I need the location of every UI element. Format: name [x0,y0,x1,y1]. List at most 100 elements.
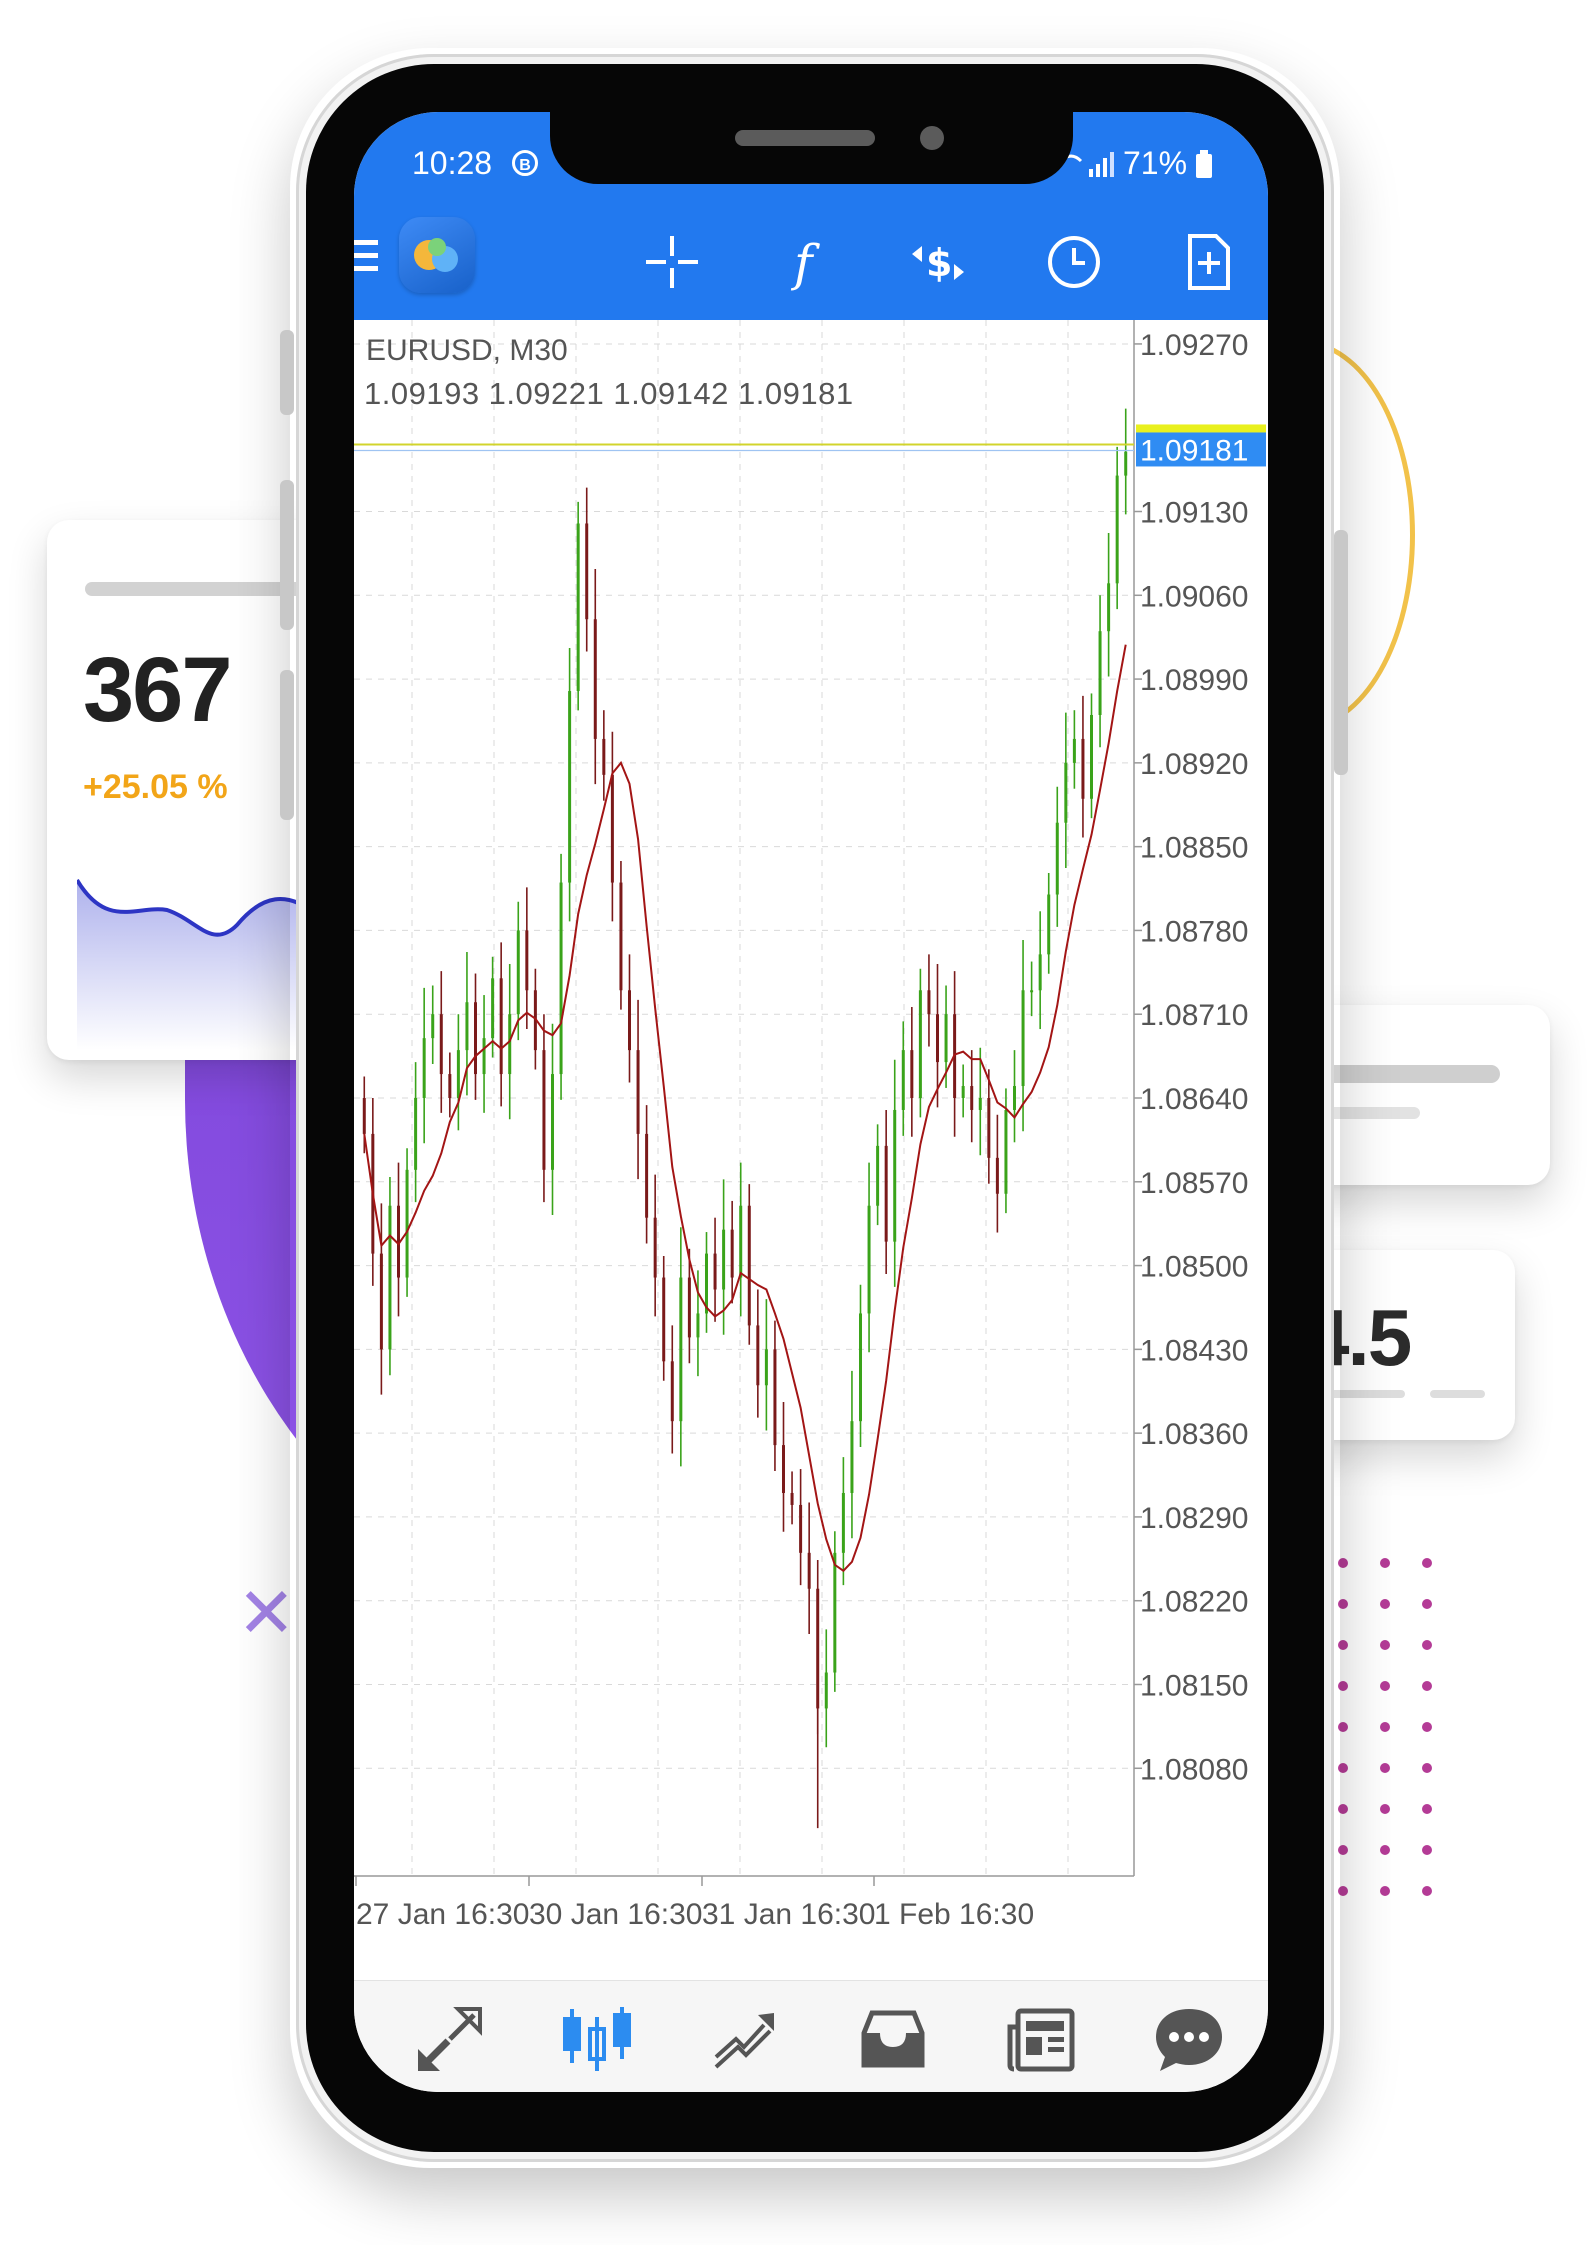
dot-decoration [1338,1804,1348,1814]
stat-card-bar [85,582,325,596]
candle-bear [1081,738,1085,799]
candle-bull [764,1349,768,1386]
status-time: 10:28 [412,145,493,181]
candle-bear [585,523,589,620]
hamburger-menu-icon[interactable] [354,240,378,279]
y-tick-label: 1.08220 [1140,1586,1248,1619]
phone-side-button [280,480,294,630]
candle-bull [901,1050,905,1110]
phone-camera [920,126,944,150]
price-chart[interactable]: 1.09270 1.09130 1.09060 1.08990 1.08920 1.088… [354,320,1268,1980]
svg-text:f: f [790,234,820,292]
candle-bear [670,1361,674,1422]
candle-bull [1004,1109,1008,1194]
candle-bull [1115,475,1119,584]
nav-news-icon[interactable] [1004,2003,1078,2077]
dot-decoration [1380,1640,1390,1650]
stat-card-value: 367 [83,639,232,741]
dot-decoration [1380,1599,1390,1609]
dot-decoration [1422,1886,1432,1896]
dot-decoration [1338,1599,1348,1609]
close-mark-decoration: ✕ [237,1574,296,1652]
phone-notch [550,112,1073,184]
dot-decoration [1422,1681,1432,1691]
candle-bull [1013,1086,1016,1110]
y-tick-label: 1.09130 [1140,497,1248,530]
candle-bull [1090,714,1093,799]
dot-decoration [1338,1681,1348,1691]
candle-bull [679,1277,683,1422]
candle-bull [431,1014,435,1039]
candle-bull [944,1014,948,1063]
dot-decoration [1380,1558,1390,1568]
y-tick-label: 1.08290 [1140,1502,1248,1535]
new-order-icon[interactable] [1178,232,1238,292]
candle-bull [841,1492,845,1553]
y-tick-label: 1.09270 [1140,329,1248,362]
stat-card-change: +25.05 % [83,768,228,806]
rating-card-underline [1430,1390,1485,1398]
candle-bull [1030,990,1034,993]
nav-trade-icon[interactable] [708,2003,782,2077]
candle-bull [739,1205,743,1278]
dot-decoration [1338,1845,1348,1855]
candle-bull [559,882,563,1075]
candle-bear [628,990,631,1051]
info-card-bar [1310,1065,1500,1083]
candle-bull [388,1205,392,1350]
symbols-icon[interactable]: $ [908,232,968,292]
rating-card-underline [1330,1390,1405,1398]
candle-bull [516,930,520,1015]
nav-quotes-icon[interactable] [412,2003,486,2077]
candle-bear [970,1086,974,1110]
candle-bull [422,1038,426,1098]
candle-bear [713,1253,717,1290]
dot-decoration [1422,1558,1432,1568]
y-tick-label: 1.08500 [1140,1251,1248,1284]
candle-bear [782,1445,785,1493]
y-tick-label: 1.08780 [1140,915,1248,948]
dot-decoration [1380,1886,1390,1896]
candle-bear [610,774,614,883]
nav-chat-icon[interactable] [1152,2003,1226,2077]
indicators-icon[interactable]: f [778,232,838,292]
dot-decoration [1338,1763,1348,1773]
sparkline [77,878,347,1050]
candle-bull [876,1145,880,1206]
candle-bull [1124,451,1128,476]
moving-average-line [363,644,1127,1573]
candle-bull [465,1002,469,1051]
candle-bear [910,1050,914,1098]
y-tick-label: 1.08850 [1140,832,1248,865]
dot-decoration [1380,1681,1390,1691]
dot-decoration [1338,1640,1348,1650]
candle-bear [619,882,623,991]
candle-bull [508,1014,512,1075]
nav-history-icon[interactable] [856,2003,930,2077]
price-tag [1136,432,1266,467]
candle-bull [568,691,572,883]
candle-bull [456,1050,460,1098]
crosshair-icon[interactable] [642,232,702,292]
battery-percent: 71% [1123,145,1188,181]
candle-bear [773,1349,777,1446]
candle-bear [687,1277,691,1338]
candle-bull [414,1098,418,1170]
candle-bear [593,619,597,739]
nav-chart-icon[interactable] [560,2003,634,2077]
candle-bull [576,523,580,692]
candle-bear [448,1074,452,1098]
candle-bear [936,1014,939,1063]
battery-icon [1196,149,1213,178]
candle-bull [1064,762,1068,823]
app-logo[interactable] [399,217,475,293]
y-tick-label: 1.08710 [1140,999,1248,1032]
y-tick-label: 1.08990 [1140,664,1248,697]
clock-icon[interactable] [1044,232,1104,292]
phone-side-button [280,330,294,415]
phone-screen: 10:28 B 71% [354,112,1268,2092]
candlestick-chart[interactable]: 1.09270 1.09130 1.09060 1.08990 1.08920 1.088… [354,320,1268,1980]
dot-decoration [1380,1845,1390,1855]
phone-speaker [735,130,875,146]
dot-decoration [1380,1763,1390,1773]
